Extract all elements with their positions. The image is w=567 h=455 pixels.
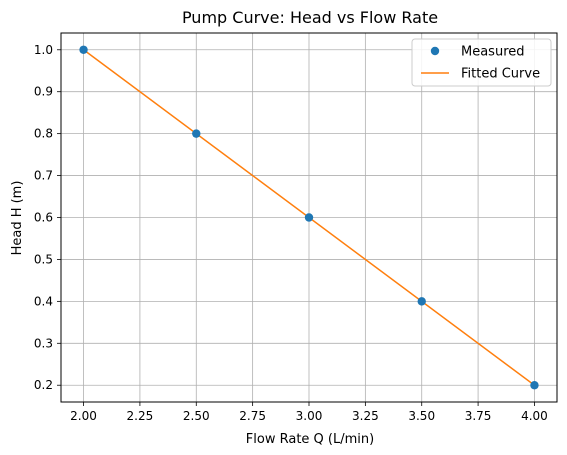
y-tick-label: 0.7	[34, 169, 53, 183]
y-tick-label: 1.0	[34, 43, 53, 57]
x-axis-ticks: 2.00 2.25 2.50 2.75 3.00 3.25 3.50 3.75 4.00	[70, 402, 548, 423]
legend-label: Fitted Curve	[461, 67, 540, 82]
x-axis-label: Flow Rate Q (L/min)	[246, 432, 374, 447]
legend-marker-measured	[430, 46, 440, 56]
x-tick-label: 3.50	[408, 409, 435, 423]
legend-box	[411, 38, 552, 87]
x-tick-label: 2.50	[183, 409, 210, 423]
measured-point	[192, 129, 201, 138]
chart-title: Pump Curve: Head vs Flow Rate	[182, 8, 438, 27]
y-tick-label: 0.9	[34, 85, 53, 99]
y-axis-label: Head H (m)	[10, 181, 25, 256]
plot-series	[79, 45, 539, 390]
x-tick-label: 3.00	[296, 409, 323, 423]
x-tick-label: 2.00	[70, 409, 97, 423]
x-tick-label: 2.25	[127, 409, 154, 423]
y-tick-label: 0.3	[34, 336, 53, 350]
measured-point	[417, 297, 426, 306]
y-tick-label: 0.5	[34, 252, 53, 266]
measured-point	[79, 45, 88, 54]
x-tick-label: 3.25	[352, 409, 379, 423]
y-tick-label: 0.6	[34, 211, 53, 225]
x-tick-label: 4.00	[521, 409, 548, 423]
y-tick-label: 0.2	[34, 378, 53, 392]
y-tick-label: 0.8	[34, 127, 53, 141]
legend: Measured Fitted Curve	[411, 38, 552, 87]
measured-point	[530, 381, 539, 390]
y-tick-label: 0.4	[34, 294, 53, 308]
x-tick-label: 3.75	[465, 409, 492, 423]
measured-point	[304, 213, 314, 222]
y-axis-ticks: 0.2 0.3 0.4 0.5 0.6 0.7 0.8 0.9 1.0	[34, 43, 61, 392]
x-tick-label: 2.75	[239, 409, 266, 423]
legend-label: Measured	[461, 45, 525, 60]
